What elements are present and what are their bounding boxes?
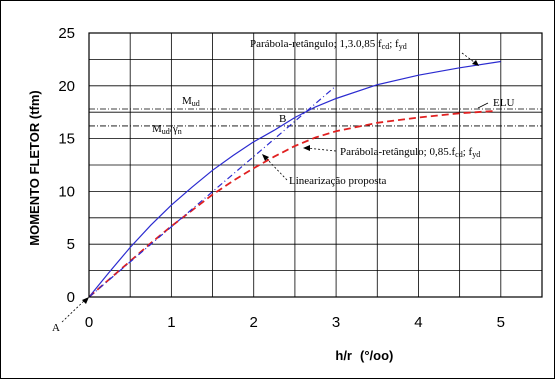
x-axis-unit: (°/oo) [360,348,393,363]
annotation-top-sub2: yd [399,42,407,51]
label-mud-gamma: Mud/γn [152,123,182,136]
annotation-top-curve: Parábola-retângulo; 1,3.0,85 fcd; fyd [250,38,407,51]
x-tick-label: 3 [332,314,340,331]
label-point-b: B [279,113,286,125]
annotation-bottom-mid: ; f [463,146,473,158]
y-tick-label: 25 [58,25,75,42]
annotation-bottom-sub2: yd [472,150,480,159]
label-point-a: A [52,322,60,334]
grid [89,33,542,297]
x-tick-label: 4 [414,314,422,331]
annotation-linear-arrow [264,156,288,181]
annotation-top-mid: ; f [389,38,399,50]
label-mud-gamma-sub: ud [162,127,170,136]
y-tick-labels: 0 5 10 15 20 25 [58,25,75,306]
label-elu: ELU [493,97,514,109]
x-tick-labels: 0 1 2 3 4 5 [85,314,505,331]
annotation-bottom-main: Parábola-retângulo; 0,85.f [340,146,455,158]
annotation-bottom-arrow [305,147,337,152]
plot-border [88,32,543,298]
y-tick-label: 10 [58,183,75,200]
label-mud-sub: ud [192,99,200,108]
series-group [88,60,501,298]
label-mud: Mud [182,95,200,108]
y-axis-label: MOMENTO FLETOR (tfm) [27,90,42,246]
y-tick-label: 20 [58,78,75,95]
x-tick-label: 5 [497,314,505,331]
label-mud-gamma-slash: /γ [170,123,178,135]
label-mud-main: M [182,95,192,107]
label-point-a-arrow [61,298,87,323]
y-tick-label: 0 [67,289,75,306]
x-tick-label: 1 [167,314,175,331]
y-tick-label: 5 [67,236,75,253]
x-tick-label: 0 [85,314,93,331]
x-tick-label: 2 [250,314,258,331]
label-mud-gamma-main: M [152,123,162,135]
reference-lines [89,108,542,127]
series-line-1 [88,60,501,298]
annotation-bottom-arrowhead [303,145,310,151]
annotation-linear-arrowhead [262,154,269,161]
annotation-bottom-sub1: cd [455,150,463,159]
annotation-top-arrowhead [472,60,479,66]
annotation-top-sub1: cd [382,42,390,51]
label-elu-leader [477,102,489,109]
x-axis-label: h/r [335,348,352,363]
annotation-top-main: Parábola-retângulo; 1,3.0,85 f [250,38,382,50]
series-line-2 [88,110,493,298]
annotation-bottom-curve: Parábola-retângulo; 0,85.fcd; fyd [340,146,480,159]
annotation-linear: Linearização proposta [289,175,387,187]
label-point-a-arrowhead [82,297,89,304]
label-mud-gamma-sub2: n [178,127,182,136]
y-tick-label: 15 [58,131,75,148]
